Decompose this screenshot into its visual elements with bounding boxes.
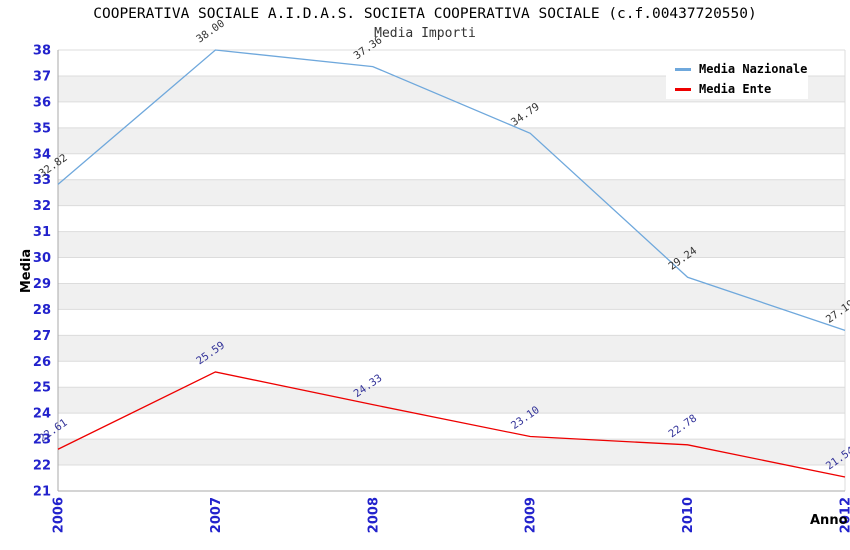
x-tick-label: 2012	[839, 497, 850, 533]
chart-title: COOPERATIVA SOCIALE A.I.D.A.S. SOCIETA C…	[93, 6, 757, 22]
series-line-media-nazionale	[57, 49, 846, 332]
legend-label-nazionale: Media Nazionale	[699, 62, 808, 76]
point-label: 37.36	[352, 34, 385, 62]
grid-band	[58, 439, 845, 466]
point-label: 34.79	[509, 101, 542, 129]
y-tick-label: 36	[33, 95, 51, 110]
x-tick-label: 2009	[524, 497, 539, 533]
y-tick-label: 30	[33, 251, 51, 266]
grid-band	[58, 335, 845, 362]
y-tick-label: 25	[33, 381, 51, 396]
x-tick-label: 2006	[52, 497, 67, 533]
y-tick-label: 21	[33, 485, 51, 500]
grid-band	[58, 387, 845, 414]
y-tick-label: 31	[33, 225, 51, 240]
chart-subtitle: Media Importi	[374, 26, 476, 41]
y-tick-label: 37	[33, 69, 51, 84]
y-tick-label: 27	[33, 329, 51, 344]
y-tick-label: 35	[33, 121, 51, 136]
nazionale-line-swatch	[675, 67, 691, 71]
series-line-media-ente	[57, 371, 846, 478]
point-label: 38.00	[194, 17, 227, 45]
y-tick-label: 24	[33, 407, 51, 422]
x-tick-label: 2010	[681, 497, 696, 533]
point-label: 22.78	[666, 412, 699, 440]
grid-band	[58, 179, 845, 206]
y-tick-label: 22	[33, 459, 51, 474]
legend: Media Nazionale Media Ente	[666, 53, 808, 99]
y-tick-label: 38	[33, 44, 51, 59]
ente-line-swatch	[675, 87, 691, 91]
y-tick-label: 33	[33, 173, 51, 188]
y-tick-label: 26	[33, 355, 51, 370]
x-tick-label: 2008	[366, 497, 381, 533]
legend-label-ente: Media Ente	[699, 82, 772, 96]
legend-item-media-ente: Media Ente	[666, 79, 808, 99]
y-tick-label: 28	[33, 303, 51, 318]
x-tick-label: 2007	[209, 497, 224, 533]
legend-item-media-nazionale: Media Nazionale	[666, 59, 808, 79]
grid-band	[58, 127, 845, 154]
y-axis-title: Media	[19, 249, 34, 293]
y-tick-label: 23	[33, 433, 51, 448]
y-tick-label: 29	[33, 277, 51, 292]
y-tick-label: 34	[33, 147, 51, 162]
grid-band	[58, 231, 845, 258]
grid-band	[58, 283, 845, 310]
x-axis-title: Anno	[810, 513, 848, 528]
y-tick-label: 32	[33, 199, 51, 214]
